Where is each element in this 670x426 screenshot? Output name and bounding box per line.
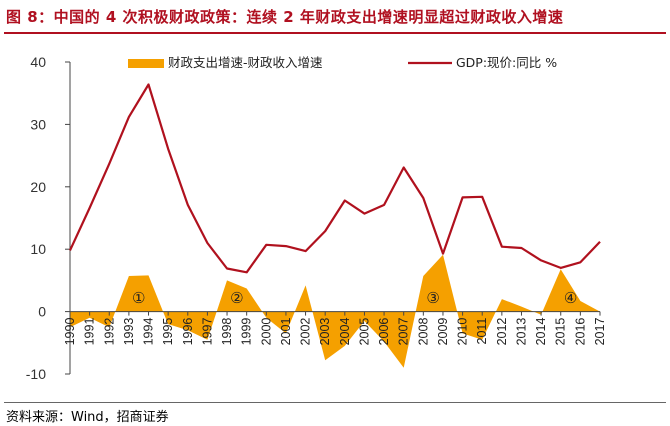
x-tick-label-1994: 1994 <box>142 318 156 346</box>
legend-label-line: GDP:现价:同比 % <box>456 55 557 70</box>
x-tick-label-2017: 2017 <box>593 318 607 346</box>
x-tick-label-2008: 2008 <box>416 318 430 346</box>
y-tick-label-20: 20 <box>30 179 46 195</box>
source-note: 资料来源：Wind，招商证券 <box>6 410 169 425</box>
annotation-4: ④ <box>564 289 577 307</box>
y-tick-label-10: 10 <box>30 241 46 257</box>
x-tick-label-2011: 2011 <box>475 318 489 345</box>
area-series-layer <box>70 254 600 368</box>
y-tick-label-0: 0 <box>38 304 46 320</box>
x-tick-label-2014: 2014 <box>534 318 548 346</box>
x-tick-label-2016: 2016 <box>573 318 587 346</box>
legend-swatch-area <box>128 59 164 68</box>
y-tick-label-30: 30 <box>30 116 46 132</box>
title-rule <box>4 32 666 34</box>
x-tick-label-2000: 2000 <box>259 318 273 346</box>
x-tick-label-2013: 2013 <box>514 318 528 346</box>
x-tick-label-2009: 2009 <box>436 318 450 346</box>
annotation-2: ② <box>230 289 243 307</box>
x-tick-label-2004: 2004 <box>338 318 352 346</box>
line-series-layer <box>69 83 601 274</box>
x-tick-label-1998: 1998 <box>220 318 234 346</box>
figure-title: 图 8：中国的 4 次积极财政政策：连续 2 年财政支出增速明显超过财政收入增速 <box>6 8 564 26</box>
x-tick-label-1992: 1992 <box>102 318 116 346</box>
x-tick-label-1997: 1997 <box>200 318 214 346</box>
x-tick-label-2012: 2012 <box>495 318 509 346</box>
footer-rule <box>4 402 666 403</box>
legend-label-area: 财政支出增速-财政收入增速 <box>168 55 323 70</box>
y-tick-label--10: -10 <box>26 366 46 382</box>
legend: 财政支出增速-财政收入增速 GDP:现价:同比 % <box>128 55 557 70</box>
annotation-1: ① <box>132 289 145 307</box>
x-tick-label-2005: 2005 <box>357 318 371 346</box>
x-tick-label-1995: 1995 <box>161 318 175 346</box>
line-series <box>69 83 601 274</box>
x-tick-label-2001: 2001 <box>279 318 293 346</box>
x-tick-label-2002: 2002 <box>299 318 313 346</box>
x-tick-label-2003: 2003 <box>318 318 332 346</box>
x-tick-label-1999: 1999 <box>240 318 254 346</box>
x-tick-label-2015: 2015 <box>554 318 568 346</box>
x-tick-label-1996: 1996 <box>181 318 195 346</box>
y-tick-label-40: 40 <box>30 54 46 70</box>
x-tick-label-1991: 1991 <box>83 318 97 346</box>
x-tick-label-1993: 1993 <box>122 318 136 346</box>
x-tick-label-2007: 2007 <box>397 318 411 346</box>
axes: -10 0 10 20 30 40 1990 1991 1992 1993 1994 1995 1996… <box>26 54 607 382</box>
annotation-3: ③ <box>426 289 439 307</box>
area-series <box>70 254 600 368</box>
x-tick-label-1990: 1990 <box>63 318 77 346</box>
x-tick-label-2006: 2006 <box>377 318 391 346</box>
annotations: ① ② ③ ④ <box>132 289 577 307</box>
x-tick-label-2010: 2010 <box>456 318 470 346</box>
